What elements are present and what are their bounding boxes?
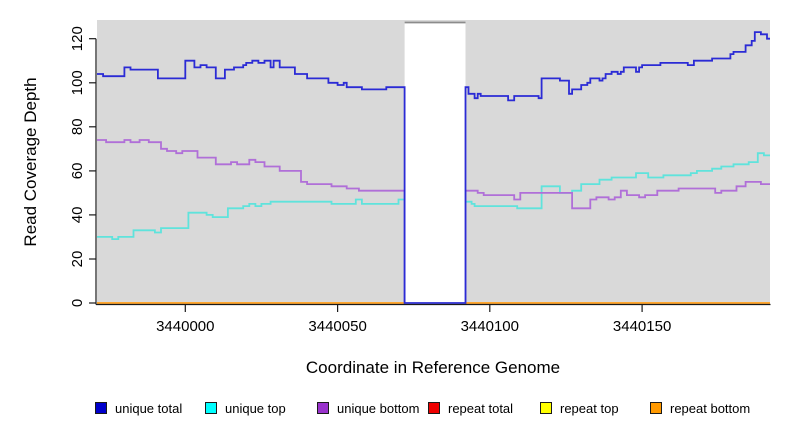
y-tick-label: 20 — [69, 251, 86, 268]
no-data-gap-mask — [404, 22, 466, 305]
legend-label: repeat bottom — [670, 400, 751, 416]
legend-label: unique bottom — [337, 400, 420, 416]
legend-item-unique-total: unique total — [95, 400, 182, 416]
x-tick-label: 3440000 — [156, 318, 214, 335]
legend-item-repeat-bottom: repeat bottom — [650, 400, 750, 416]
series-line-unique-bottom — [97, 139, 770, 304]
series-line-unique-top — [97, 152, 770, 304]
legend-swatch-unique-total — [95, 402, 107, 414]
legend-swatch-repeat-total — [428, 402, 440, 414]
y-tick-label: 0 — [69, 299, 86, 307]
legend-label: unique top — [225, 400, 286, 416]
y-axis-title: Read Coverage Depth — [21, 77, 40, 247]
x-tick-label: 3440150 — [613, 318, 671, 335]
y-tick-label: 80 — [69, 118, 86, 135]
legend-label: unique total — [115, 400, 183, 416]
legend-swatch-unique-top — [205, 402, 217, 414]
x-tick-label: 3440100 — [461, 318, 519, 335]
legend-item-unique-bottom: unique bottom — [317, 400, 419, 416]
legend-swatch-repeat-bottom — [650, 402, 662, 414]
x-tick-label: 3440050 — [308, 318, 366, 335]
legend-item-unique-top: unique top — [205, 400, 286, 416]
legend-swatch-unique-bottom — [317, 402, 329, 414]
legend-label: repeat total — [448, 400, 514, 416]
legend: unique total unique top unique bottom repea… — [0, 400, 792, 418]
series-line-unique-total — [97, 31, 770, 304]
legend-item-repeat-total: repeat total — [428, 400, 513, 416]
y-tick-label: 60 — [69, 163, 86, 180]
y-tick-label: 100 — [69, 70, 86, 95]
y-tick-label: 40 — [69, 207, 86, 224]
legend-label: repeat top — [560, 400, 619, 416]
legend-swatch-repeat-top — [540, 402, 552, 414]
legend-item-repeat-top: repeat top — [540, 400, 619, 416]
x-axis-title: Coordinate in Reference Genome — [305, 358, 561, 377]
y-tick-label: 120 — [69, 26, 86, 51]
